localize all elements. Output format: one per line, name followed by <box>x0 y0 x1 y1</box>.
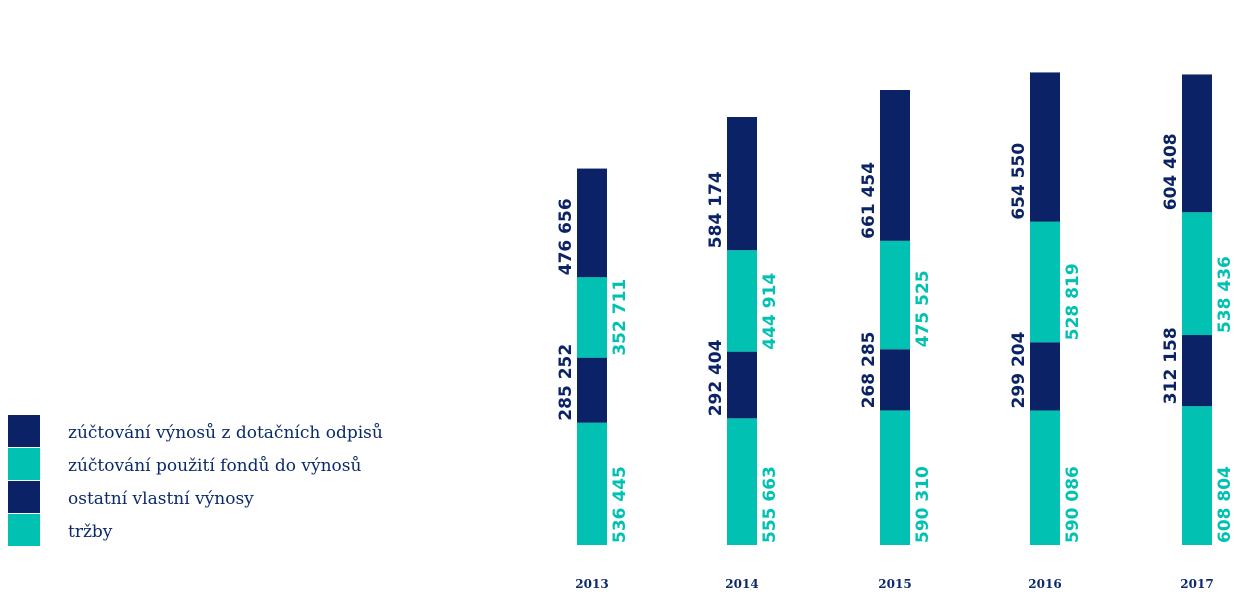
bar-segment-2016-2 <box>1030 221 1060 343</box>
bar-segment-2017-1 <box>1182 335 1212 407</box>
bar-segment-2017-0 <box>1182 406 1212 545</box>
legend-label-1: zúčtování použití fondů do výnosů <box>68 456 362 476</box>
legend-swatch-0 <box>8 415 40 447</box>
x-tick-2016: 2016 <box>1028 577 1061 591</box>
bar-segment-2016-0 <box>1030 410 1060 545</box>
value-label-2016-3: 654 550 <box>1009 143 1029 220</box>
chart-legend: zúčtování výnosů z dotačních odpisů zúčto… <box>8 415 383 546</box>
value-label-2016-1: 299 204 <box>1009 331 1029 408</box>
bar-segment-2015-0 <box>880 410 910 545</box>
bar-segment-2017-2 <box>1182 212 1212 336</box>
x-axis-labels: 2013 2014 2015 2016 2017 <box>575 577 1213 591</box>
legend-swatch-1 <box>8 448 40 480</box>
bar-segment-2014-2 <box>727 250 757 352</box>
bar-segment-2013-1 <box>577 357 607 423</box>
bar-segment-2013-2 <box>577 277 607 358</box>
bar-segment-2016-1 <box>1030 342 1060 411</box>
value-label-2015-3: 661 454 <box>859 162 879 239</box>
value-label-2013-2: 352 711 <box>610 279 630 356</box>
bar-segment-2016-3 <box>1030 72 1060 222</box>
bar-segment-2013-3 <box>577 168 607 278</box>
legend-swatch-2 <box>8 481 40 513</box>
value-label-2016-2: 528 819 <box>1063 263 1083 340</box>
bar-segment-2013-0 <box>577 422 607 545</box>
value-label-2017-3: 604 408 <box>1161 133 1181 210</box>
bar-segment-2015-2 <box>880 240 910 350</box>
value-label-2013-1: 285 252 <box>556 344 576 421</box>
value-label-2014-0: 555 663 <box>760 466 780 543</box>
bar-segment-2014-3 <box>727 117 757 251</box>
x-tick-2017: 2017 <box>1180 577 1213 591</box>
value-label-2015-2: 475 525 <box>913 270 933 347</box>
bar-segment-2017-3 <box>1182 74 1212 213</box>
x-tick-2015: 2015 <box>878 577 911 591</box>
value-label-2014-1: 292 404 <box>706 339 726 416</box>
value-label-2016-0: 590 086 <box>1063 466 1083 543</box>
legend-label-3: tržby <box>68 522 113 542</box>
bars-group <box>577 72 1212 545</box>
bar-segment-2014-0 <box>727 418 757 545</box>
bar-segment-2015-3 <box>880 90 910 241</box>
value-label-2015-1: 268 285 <box>859 332 879 409</box>
value-label-2014-3: 584 174 <box>706 171 726 248</box>
x-tick-2014: 2014 <box>725 577 758 591</box>
value-label-2017-1: 312 158 <box>1161 327 1181 404</box>
x-tick-2013: 2013 <box>575 577 608 591</box>
value-labels-group: 536 445 285 252 352 711 476 656 555 663 292 4… <box>556 133 1235 543</box>
value-label-2017-0: 608 804 <box>1215 466 1235 543</box>
value-label-2015-0: 590 310 <box>913 466 933 543</box>
legend-label-0: zúčtování výnosů z dotačních odpisů <box>68 423 383 443</box>
legend-swatch-3 <box>8 514 40 546</box>
value-label-2014-2: 444 914 <box>760 273 780 350</box>
bar-segment-2015-1 <box>880 349 910 411</box>
bar-segment-2014-1 <box>727 351 757 419</box>
value-label-2017-2: 538 436 <box>1215 256 1235 333</box>
value-label-2013-0: 536 445 <box>610 466 630 543</box>
value-label-2013-3: 476 656 <box>556 198 576 275</box>
legend-label-2: ostatní vlastní výnosy <box>68 489 254 509</box>
